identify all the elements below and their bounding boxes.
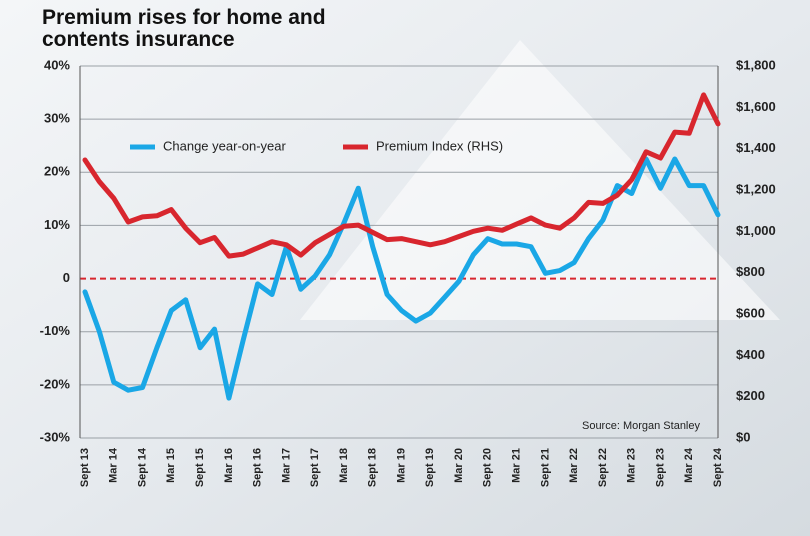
y-tick-label: 40% — [44, 57, 70, 72]
y-tick-label: 0 — [63, 270, 70, 285]
y-tick-label: -20% — [40, 376, 71, 391]
x-tick-label: Mar 17 — [280, 448, 292, 483]
legend-label: Change year-on-year — [163, 138, 287, 153]
x-tick-label: Sept 23 — [654, 448, 666, 487]
y2-tick-label: $800 — [736, 264, 765, 279]
x-tick-label: Sept 16 — [252, 448, 264, 487]
y2-tick-label: $1,200 — [736, 181, 776, 196]
y2-tick-label: $1,000 — [736, 223, 776, 238]
y-tick-label: 20% — [44, 164, 70, 179]
y2-tick-label: $600 — [736, 305, 765, 320]
house-shape — [300, 40, 780, 320]
x-tick-label: Sept 17 — [309, 448, 321, 487]
chart-title: Premium rises for home and — [42, 6, 326, 29]
x-tick-label: Mar 21 — [510, 448, 522, 483]
y-tick-label: 10% — [44, 217, 70, 232]
x-tick-label: Sept 13 — [79, 448, 91, 487]
x-tick-label: Mar 20 — [453, 448, 465, 483]
legend-label: Premium Index (RHS) — [376, 138, 503, 153]
x-tick-label: Mar 22 — [568, 448, 580, 483]
x-tick-label: Mar 24 — [683, 447, 695, 483]
x-tick-label: Sept 15 — [194, 448, 206, 487]
x-tick-label: Sept 21 — [539, 448, 551, 487]
source-note: Source: Morgan Stanley — [582, 420, 701, 432]
x-tick-label: Mar 15 — [165, 448, 177, 483]
y-tick-label: -10% — [40, 323, 71, 338]
x-tick-label: Mar 23 — [626, 448, 638, 483]
x-tick-label: Mar 14 — [108, 447, 120, 483]
x-tick-label: Mar 18 — [338, 448, 350, 483]
x-tick-label: Sept 14 — [136, 447, 148, 487]
x-tick-label: Sept 24 — [712, 447, 724, 487]
y2-tick-label: $1,800 — [736, 57, 776, 72]
x-tick-label: Mar 19 — [395, 448, 407, 483]
x-tick-label: Sept 19 — [424, 448, 436, 487]
x-tick-label: Sept 22 — [597, 448, 609, 487]
series-line — [82, 92, 721, 259]
y2-tick-label: $1,400 — [736, 140, 776, 155]
y2-tick-label: $0 — [736, 429, 750, 444]
y2-tick-label: $400 — [736, 347, 765, 362]
y-tick-label: -30% — [40, 429, 71, 444]
y2-tick-label: $1,600 — [736, 99, 776, 114]
x-tick-label: Sept 20 — [482, 448, 494, 487]
chart-title: contents insurance — [42, 28, 235, 51]
x-tick-label: Sept 18 — [367, 448, 379, 487]
y-tick-label: 30% — [44, 111, 70, 126]
x-tick-label: Mar 16 — [223, 448, 235, 483]
y2-tick-label: $200 — [736, 388, 765, 403]
